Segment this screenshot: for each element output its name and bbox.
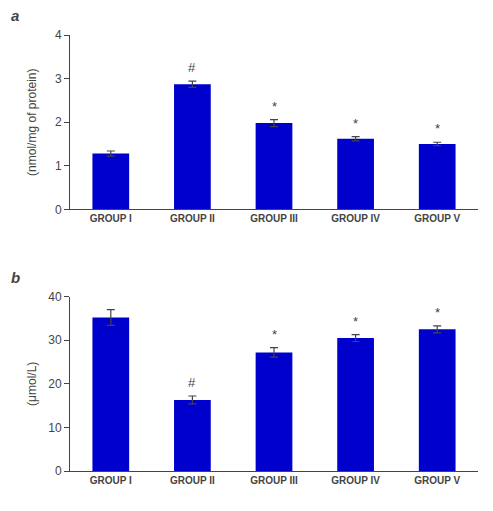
svg-text:4: 4 xyxy=(55,28,62,42)
svg-text:GROUP II: GROUP II xyxy=(170,213,215,224)
svg-text:3: 3 xyxy=(55,72,62,86)
svg-text:GROUP II: GROUP II xyxy=(170,475,215,486)
svg-text:10: 10 xyxy=(48,421,62,435)
svg-text:1: 1 xyxy=(55,159,62,173)
svg-text:40: 40 xyxy=(48,290,62,304)
svg-text:2: 2 xyxy=(55,115,62,129)
svg-text:GROUP IV: GROUP IV xyxy=(331,475,380,486)
svg-text:*: * xyxy=(353,314,358,329)
svg-text:30: 30 xyxy=(48,333,62,347)
svg-text:*: * xyxy=(272,99,277,114)
svg-text:(nmol/mg of protein): (nmol/mg of protein) xyxy=(25,69,39,176)
svg-text:*: * xyxy=(272,327,277,342)
svg-text:*: * xyxy=(435,305,440,320)
svg-text:(μmol/L): (μmol/L) xyxy=(25,362,39,406)
svg-text:b: b xyxy=(11,269,20,286)
svg-text:GROUP III: GROUP III xyxy=(250,475,298,486)
svg-text:0: 0 xyxy=(55,203,62,217)
svg-text:GROUP IV: GROUP IV xyxy=(331,213,380,224)
svg-text:GROUP I: GROUP I xyxy=(90,475,132,486)
svg-text:GROUP V: GROUP V xyxy=(414,475,460,486)
svg-text:a: a xyxy=(11,7,19,24)
svg-text:20: 20 xyxy=(48,377,62,391)
svg-text:0: 0 xyxy=(55,464,62,478)
svg-text:#: # xyxy=(188,60,196,75)
svg-text:#: # xyxy=(188,375,196,390)
svg-text:*: * xyxy=(435,121,440,136)
svg-text:GROUP III: GROUP III xyxy=(250,213,298,224)
svg-text:GROUP V: GROUP V xyxy=(414,213,460,224)
svg-text:*: * xyxy=(353,116,358,131)
svg-text:GROUP I: GROUP I xyxy=(90,213,132,224)
